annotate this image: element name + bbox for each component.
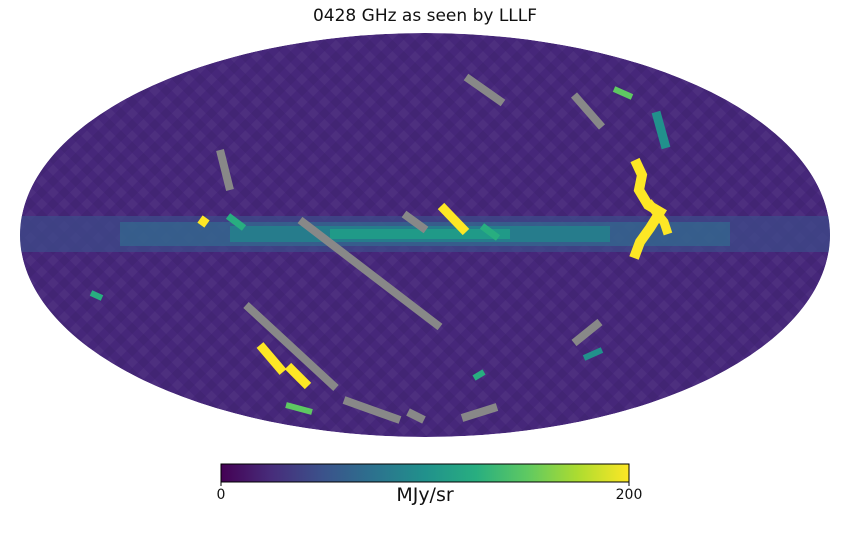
masked-pixels (216, 73, 606, 424)
colorbar (220, 463, 630, 483)
masked-stripe (571, 318, 603, 347)
green-source (89, 290, 104, 301)
bright-sources (89, 86, 673, 415)
colorbar-max-label: 200 (615, 487, 643, 503)
masked-stripe (570, 92, 606, 130)
masked-stripe (297, 216, 443, 331)
green-source (225, 213, 247, 231)
green-source (285, 402, 313, 415)
green-source (472, 369, 486, 381)
masked-stripe (463, 73, 506, 107)
masked-stripe (342, 396, 402, 424)
yellow-source (197, 215, 210, 228)
masked-stripe (406, 408, 426, 424)
green-source (651, 110, 671, 150)
colorbar-unit-label: MJy/sr (396, 484, 454, 506)
yellow-source (256, 342, 287, 375)
yellow-source (437, 202, 470, 236)
masked-stripe (401, 210, 429, 234)
green-source (479, 223, 501, 241)
masked-stripe (460, 403, 499, 422)
yellow-source (284, 362, 312, 390)
map-title: 0428 GHz as seen by LLLF (312, 6, 538, 26)
yellow-source (644, 199, 673, 236)
masked-stripe (216, 149, 234, 191)
galactic-plane-band (20, 216, 830, 252)
colorbar-min-label: 0 (216, 487, 226, 503)
green-source (582, 347, 604, 361)
masked-stripe (243, 302, 339, 391)
green-source (612, 86, 634, 100)
